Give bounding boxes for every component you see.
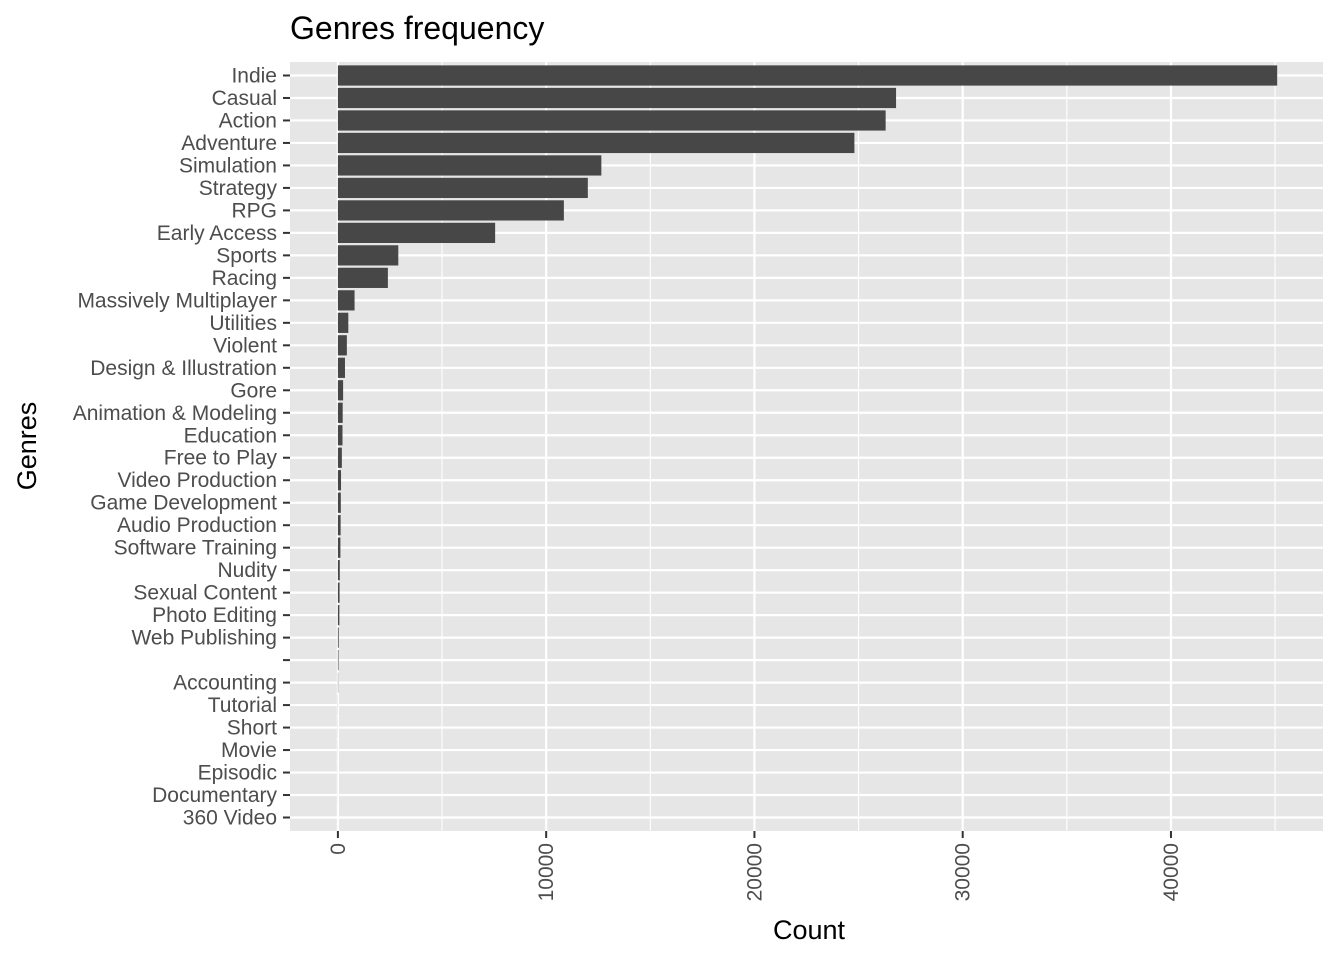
y-tick-label: Design & Illustration <box>90 357 277 380</box>
y-tick-label: Documentary <box>152 784 277 807</box>
y-tick-label: Early Access <box>157 222 277 245</box>
bar <box>337 470 342 491</box>
bar <box>337 335 347 356</box>
x-tick-label: 30000 <box>952 843 975 901</box>
y-tick-label: Sports <box>216 244 277 267</box>
y-tick-label: Episodic <box>198 762 277 785</box>
bar <box>337 132 855 154</box>
y-tick-label: Accounting <box>173 672 277 695</box>
bar <box>337 65 1278 86</box>
bar <box>337 649 339 671</box>
bar <box>337 492 341 513</box>
y-tick-label: Education <box>184 424 277 447</box>
bar <box>337 537 341 558</box>
bar <box>337 177 588 199</box>
y-tick-label: Indie <box>231 64 277 87</box>
y-tick-label: Action <box>219 109 277 132</box>
y-axis: IndieCasualActionAdventureSimulationStra… <box>73 64 290 830</box>
y-tick-label: 360 Video <box>183 807 277 830</box>
y-tick-label: Short <box>227 717 277 740</box>
y-tick-label: Web Publishing <box>131 627 277 650</box>
bar <box>337 402 343 423</box>
y-tick-label: Game Development <box>90 492 277 515</box>
y-tick-label: Racing <box>212 267 277 290</box>
x-tick-label: 20000 <box>743 843 766 901</box>
x-axis: 0 10000 20000 30000 40000 <box>327 831 1183 901</box>
bar <box>337 627 339 648</box>
y-tick-label: Software Training <box>114 537 277 560</box>
bar <box>337 222 496 244</box>
bar <box>337 380 344 401</box>
y-tick-label: Simulation <box>179 154 277 177</box>
y-tick-label: Casual <box>212 87 277 110</box>
chart-title: Genres frequency <box>290 10 544 46</box>
x-tick-label: 40000 <box>1160 843 1183 901</box>
bar <box>337 110 886 131</box>
bars <box>337 65 1278 828</box>
bar <box>337 425 343 446</box>
bar <box>337 447 342 468</box>
y-tick-label: Utilities <box>209 312 277 335</box>
bar <box>337 560 340 581</box>
y-tick-label: Video Production <box>117 469 277 492</box>
y-tick-label: Audio Production <box>117 514 277 537</box>
y-tick-label: Nudity <box>217 559 277 582</box>
y-tick-label: Violent <box>213 334 277 357</box>
bar <box>337 245 399 266</box>
bar <box>337 582 340 603</box>
y-tick-label: Sexual Content <box>133 582 277 605</box>
plot-panel <box>290 62 1323 831</box>
bar <box>337 87 897 109</box>
y-tick-label: RPG <box>231 199 277 222</box>
y-tick-label: Photo Editing <box>152 604 277 627</box>
y-axis-title: Genres <box>12 402 42 491</box>
x-tick-label: 10000 <box>535 843 558 901</box>
y-tick-label: Tutorial <box>208 694 277 717</box>
y-tick-label: Adventure <box>181 132 277 155</box>
bar <box>337 357 345 378</box>
bar <box>337 312 349 333</box>
y-tick-label: Strategy <box>199 177 278 200</box>
bar <box>337 267 388 288</box>
x-axis-title: Count <box>773 915 846 945</box>
bar <box>337 155 602 176</box>
bar <box>337 200 564 221</box>
y-tick-label: Movie <box>221 739 277 762</box>
y-tick-label: Free to Play <box>164 447 278 470</box>
y-tick-label: Animation & Modeling <box>73 402 277 425</box>
x-tick-label: 0 <box>327 843 350 855</box>
bar <box>337 605 340 626</box>
y-tick-label: Gore <box>230 379 277 402</box>
bar <box>337 515 341 536</box>
bar <box>337 290 355 311</box>
y-tick-label: Massively Multiplayer <box>77 289 277 312</box>
